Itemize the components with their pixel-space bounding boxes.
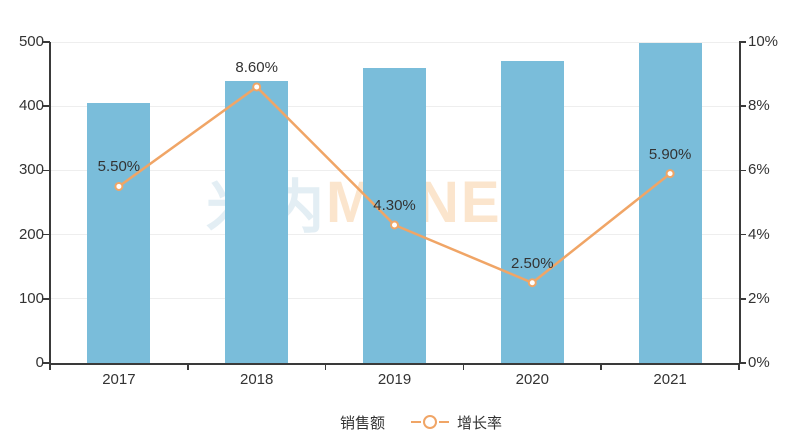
left-axis-tick [43,169,50,172]
line-point-2018[interactable] [252,82,262,92]
left-axis-line [49,42,51,364]
growth-label-2021: 5.90% [648,145,692,163]
left-axis-label: 100 [18,289,44,307]
growth-label-2019: 4.30% [373,196,416,214]
x-axis-tick [187,363,189,370]
x-axis-tick [324,363,327,370]
gridline [50,41,739,43]
legend-item-sales[interactable]: 销售额 [301,412,385,433]
legend: 销售额 增长率 [0,408,803,436]
left-axis-label: 200 [18,225,44,243]
right-axis-tick [739,169,746,172]
right-axis-tick [739,298,746,300]
right-axis-label: 0% [748,354,770,371]
left-axis-label: 400 [18,97,44,115]
left-axis-label: 300 [18,161,44,179]
line-point-2021[interactable] [665,169,675,179]
bar-2017[interactable] [87,102,151,363]
line-point-2020[interactable] [527,278,537,288]
left-axis-tick [43,362,50,364]
bar-2018[interactable] [225,80,289,363]
x-axis-label-2021: 2021 [653,371,687,388]
right-axis-tick [739,105,746,107]
growth-line-path [118,85,671,285]
bar-swatch-icon [301,414,332,430]
x-axis-tick [600,363,602,370]
left-axis-label: 500 [18,33,44,50]
right-axis-label: 2% [748,289,770,307]
left-axis-tick [43,105,50,107]
growth-label-2017: 5.50% [97,158,141,176]
bar-2021[interactable] [638,43,702,363]
bottom-axis-line [49,363,740,365]
legend-label-sales: 销售额 [339,414,385,432]
left-axis-tick [43,298,50,300]
x-axis-tick [738,363,740,370]
x-axis-label-2020: 2020 [515,371,549,388]
right-axis-label: 6% [748,161,770,179]
right-axis-label: 4% [748,225,770,243]
line-point-2017[interactable] [114,181,124,191]
right-axis-line [739,42,741,364]
legend-label-growth: 增长率 [457,414,503,432]
right-axis-label: 10% [748,33,779,50]
growth-label-2018: 8.60% [235,58,278,76]
x-axis-tick [49,363,51,370]
left-axis-label: 0 [35,354,44,371]
right-axis-tick [739,233,746,236]
line-point-2019[interactable] [390,220,399,230]
right-axis-label: 8% [748,97,770,115]
x-axis-label-2017: 2017 [102,371,136,388]
bar-2020[interactable] [500,61,564,363]
growth-label-2020: 2.50% [511,254,554,272]
line-marker-icon [411,415,449,429]
left-axis-tick [43,233,50,236]
right-axis-tick [739,362,746,364]
left-axis-tick [43,41,50,43]
x-axis-tick [462,363,465,370]
legend-item-growth[interactable]: 增长率 [411,412,502,433]
x-axis-label-2019: 2019 [377,371,412,388]
x-axis-label-2018: 2018 [240,371,274,388]
right-axis-tick [739,41,746,43]
bar-2019[interactable] [363,68,426,363]
